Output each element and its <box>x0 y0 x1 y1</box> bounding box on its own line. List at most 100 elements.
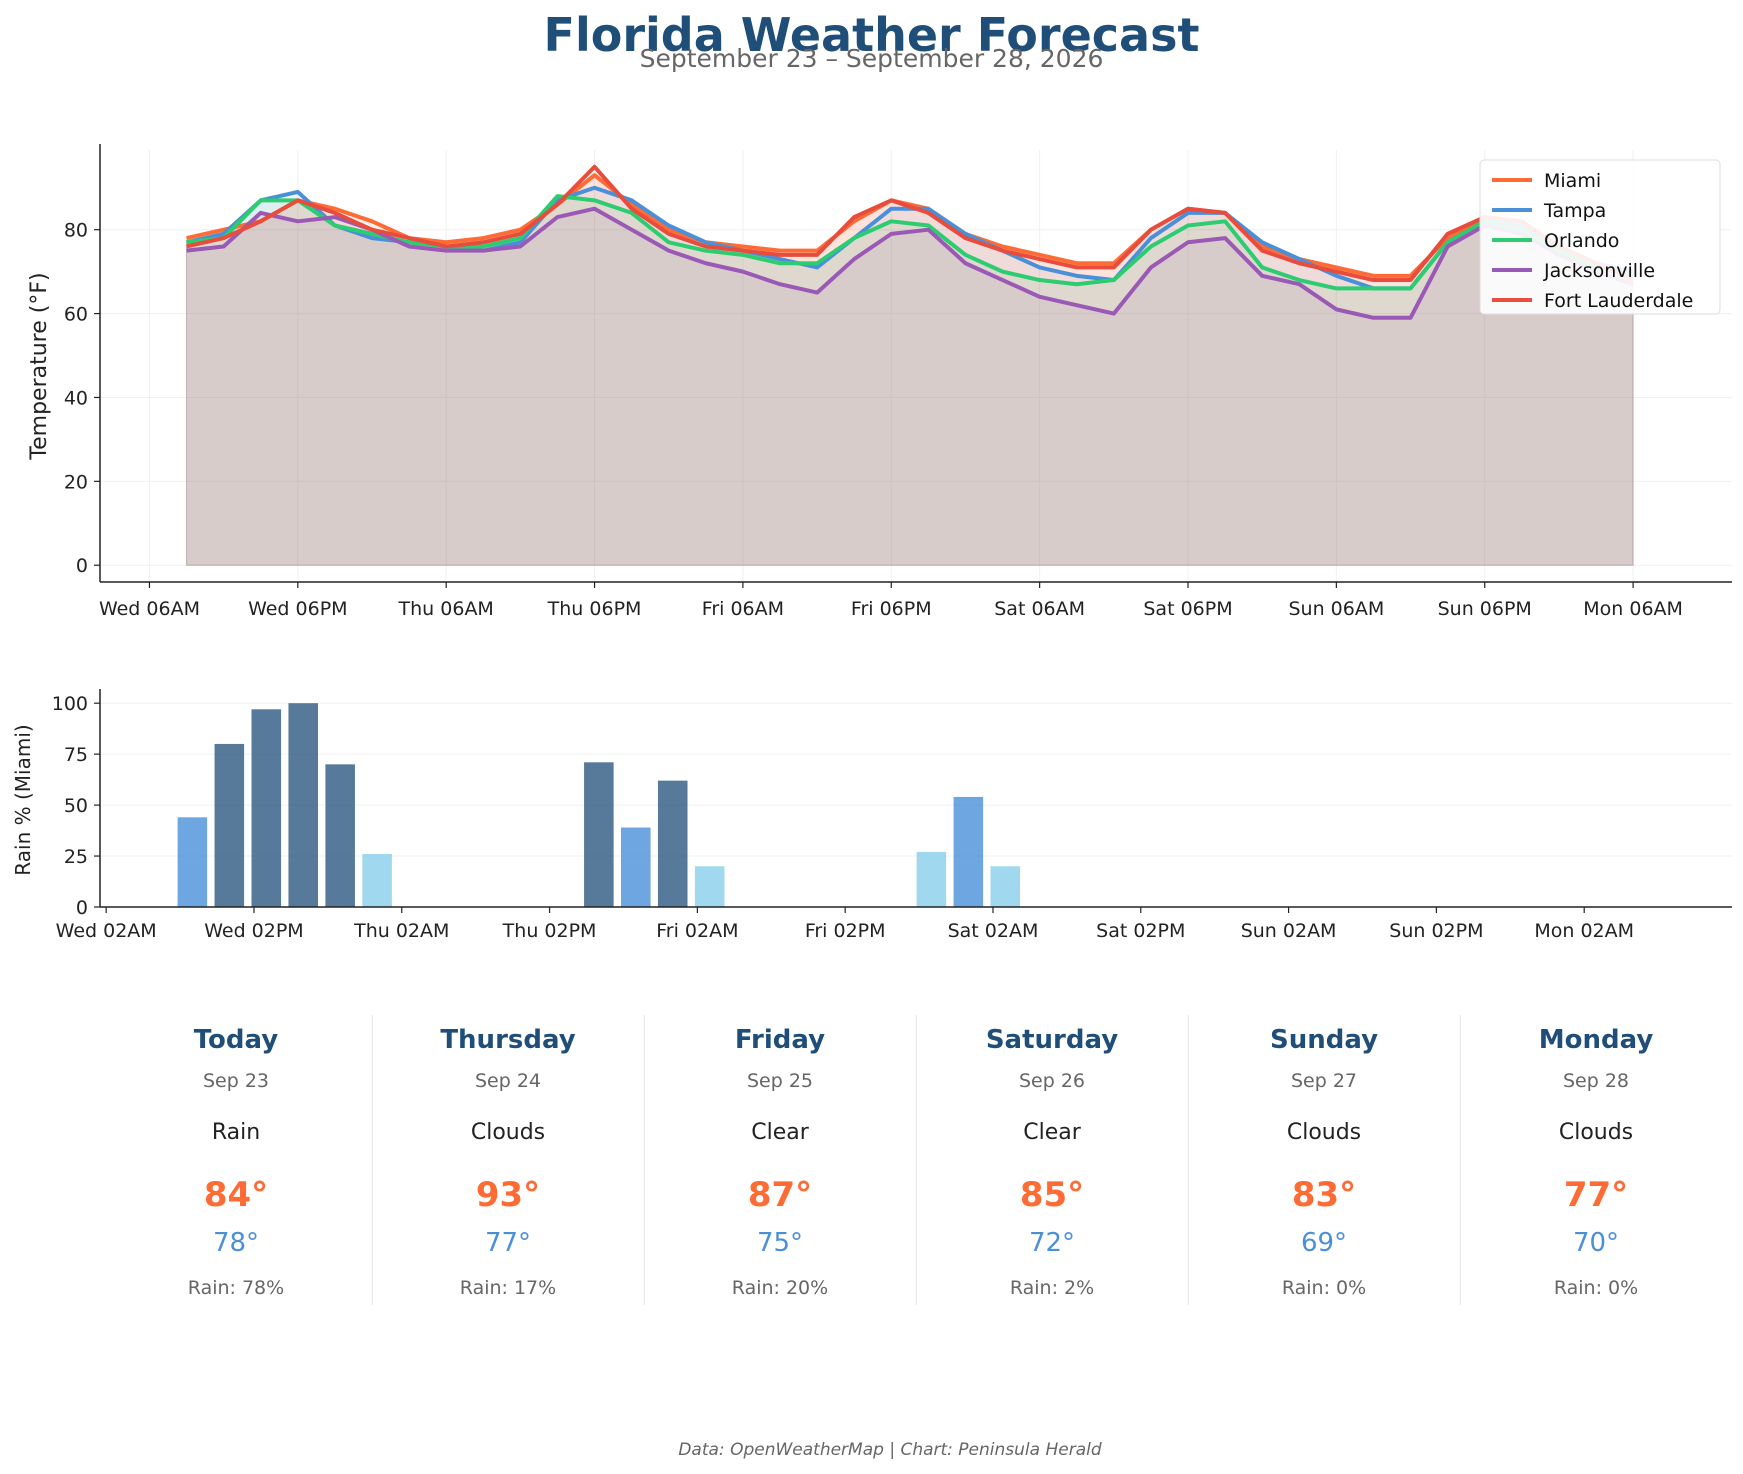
forecast-day-condition: Clouds <box>1558 1120 1634 1145</box>
rain-y-tick-label: 75 <box>64 744 88 766</box>
forecast-day-card: Saturday Sep 26 Clear 85° 72° Rain: 2% <box>916 1015 1188 1305</box>
data-credit: Data: OpenWeatherMap | Chart: Peninsula … <box>678 1440 1102 1460</box>
rain-bar <box>694 866 725 907</box>
chart-subtitle: September 23 – September 28, 2026 <box>639 44 1104 73</box>
forecast-divider <box>372 1015 373 1305</box>
forecast-day-high: 85° <box>1019 1175 1085 1215</box>
temp-y-axis-title: Temperature (°F) <box>27 272 52 460</box>
forecast-day-date: Sep 27 <box>1290 1070 1358 1092</box>
rain-bar <box>584 762 614 907</box>
forecast-divider <box>644 1015 645 1305</box>
forecast-day-condition: Clear <box>751 1120 809 1145</box>
forecast-day-rain: Rain: 20% <box>731 1277 829 1299</box>
rain-x-tick-label: Wed 02AM <box>56 920 157 942</box>
temp-x-tick-label: Thu 06PM <box>547 598 642 620</box>
rain-bar-chart: 0 25 50 75 100 Wed 02AM Wed 02PM Thu 02AM Thu 02… <box>11 689 1732 942</box>
temp-x-tick-label: Sun 06PM <box>1438 598 1532 620</box>
forecast-day-name: Monday <box>1538 1025 1654 1055</box>
forecast-day-name: Saturday <box>985 1025 1119 1055</box>
rain-bar <box>177 817 208 907</box>
forecast-day-condition: Clouds <box>1286 1120 1362 1145</box>
rain-bar <box>288 703 319 907</box>
rain-y-tick-label: 0 <box>76 897 88 919</box>
forecast-day-low: 70° <box>1572 1228 1620 1258</box>
forecast-day-name: Friday <box>734 1025 826 1055</box>
rain-x-tick-label: Fri 02AM <box>656 920 738 942</box>
forecast-day-low: 75° <box>756 1228 804 1258</box>
forecast-day-high: 93° <box>475 1175 541 1215</box>
rain-x-tick-label: Thu 02PM <box>502 920 597 942</box>
temp-legend-label: Orlando <box>1544 230 1619 252</box>
rain-bar <box>251 709 282 907</box>
rain-y-tick-label: 25 <box>64 846 88 868</box>
rain-x-tick-label: Sun 02AM <box>1241 920 1337 942</box>
forecast-divider <box>1460 1015 1461 1305</box>
rain-y-axis-title: Rain % (Miami) <box>11 724 35 875</box>
temp-x-tick-label: Mon 06AM <box>1583 598 1683 620</box>
forecast-day-high: 77° <box>1563 1175 1629 1215</box>
forecast-day-low: 77° <box>484 1228 532 1258</box>
rain-x-tick-label: Sat 02PM <box>1096 920 1185 942</box>
temp-x-tick-label: Thu 06AM <box>398 598 494 620</box>
forecast-day-rain: Rain: 17% <box>459 1277 557 1299</box>
forecast-day-high: 83° <box>1291 1175 1357 1215</box>
forecast-day-low: 78° <box>212 1228 260 1258</box>
temp-area-fill <box>186 166 1634 566</box>
temp-x-tick-label: Fri 06PM <box>851 598 932 620</box>
forecast-day-date: Sep 23 <box>202 1070 270 1092</box>
temp-legend-label: Jacksonville <box>1543 260 1655 282</box>
temp-y-tick-label: 80 <box>64 220 88 242</box>
rain-x-tick-label: Sat 02AM <box>948 920 1039 942</box>
rain-x-tick-label: Sun 02PM <box>1389 920 1483 942</box>
forecast-day-name: Sunday <box>1269 1025 1379 1055</box>
rain-y-tick-label: 100 <box>52 693 88 715</box>
rain-bar <box>990 866 1021 907</box>
forecast-day-date: Sep 26 <box>1018 1070 1086 1092</box>
forecast-day-name: Thursday <box>440 1025 576 1055</box>
forecast-day-card: Thursday Sep 24 Clouds 93° 77° Rain: 17% <box>372 1015 644 1305</box>
temp-x-tick-label: Sat 06AM <box>994 598 1085 620</box>
temp-series-line-jacksonville <box>186 206 1634 320</box>
forecast-day-date: Sep 28 <box>1562 1070 1630 1092</box>
temp-legend-label: Tampa <box>1543 200 1606 222</box>
rain-x-tick-label: Thu 02AM <box>353 920 449 942</box>
temp-x-tick-label: Fri 06AM <box>702 598 784 620</box>
rain-x-tick-label: Wed 02PM <box>204 920 304 942</box>
temp-x-tick-label: Wed 06AM <box>99 598 200 620</box>
forecast-day-rain: Rain: 0% <box>1281 1277 1367 1299</box>
forecast-day-condition: Clear <box>1023 1120 1081 1145</box>
rain-bar <box>916 851 947 907</box>
forecast-day-low: 69° <box>1300 1228 1348 1258</box>
daily-forecast-strip: Today Sep 23 Rain 84° 78° Rain: 78% Thur… <box>100 1015 1732 1305</box>
rain-x-tick-label: Mon 02AM <box>1534 920 1634 942</box>
forecast-day-condition: Rain <box>211 1120 261 1145</box>
temperature-line-chart: 0 20 40 60 80 Wed 06AM Wed 06PM Thu 06AM Thu 06P… <box>27 144 1732 620</box>
temp-y-tick-label: 20 <box>64 471 88 493</box>
rain-bar <box>657 780 688 907</box>
forecast-day-card: Sunday Sep 27 Clouds 83° 69° Rain: 0% <box>1188 1015 1460 1305</box>
forecast-day-card: Today Sep 23 Rain 84° 78° Rain: 78% <box>100 1015 372 1305</box>
temp-y-tick-label: 40 <box>64 387 88 409</box>
rain-bar <box>325 764 355 907</box>
temp-x-tick-label: Sun 06AM <box>1288 598 1384 620</box>
forecast-divider <box>1188 1015 1189 1305</box>
rain-x-tick-label: Fri 02PM <box>805 920 886 942</box>
temp-series-line-fort-lauderdale <box>186 164 1634 283</box>
temp-legend-box <box>1479 159 1721 315</box>
chart-title: Florida Weather Forecast <box>543 8 1200 62</box>
forecast-day-card: Friday Sep 25 Clear 87° 75° Rain: 20% <box>644 1015 916 1305</box>
forecast-divider <box>916 1015 917 1305</box>
forecast-day-name: Today <box>193 1025 279 1055</box>
temp-y-tick-label: 0 <box>76 555 88 577</box>
forecast-day-low: 72° <box>1028 1228 1076 1258</box>
forecast-day-date: Sep 24 <box>474 1070 542 1092</box>
forecast-day-rain: Rain: 2% <box>1009 1277 1095 1299</box>
forecast-day-high: 87° <box>747 1175 813 1215</box>
forecast-day-date: Sep 25 <box>746 1070 814 1092</box>
temp-legend-label: Fort Lauderdale <box>1544 290 1693 312</box>
forecast-day-condition: Clouds <box>470 1120 546 1145</box>
temp-x-tick-label: Wed 06PM <box>248 598 348 620</box>
temp-series-line-orlando <box>186 194 1634 291</box>
rain-bar <box>214 743 245 907</box>
forecast-day-high: 84° <box>203 1175 269 1215</box>
